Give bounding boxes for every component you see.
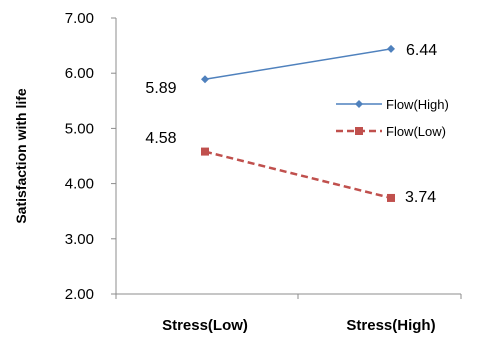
data-label: 6.44 — [406, 42, 437, 59]
y-tick-label: 2.00 — [65, 286, 94, 303]
y-tick-label: 5.00 — [65, 120, 94, 137]
legend-marker — [355, 127, 363, 135]
x-category-labels: Stress(Low) Stress(High) — [162, 317, 436, 334]
series-line — [204, 150, 392, 200]
y-tick-labels: 2.00 3.00 4.00 5.00 6.00 7.00 — [65, 10, 94, 303]
legend: Flow(High) Flow(Low) — [336, 97, 449, 139]
data-labels: 5.89 6.44 4.58 3.74 — [145, 42, 437, 206]
y-tick-label: 3.00 — [65, 231, 94, 248]
data-label: 4.58 — [145, 130, 176, 147]
data-point — [201, 75, 209, 84]
series-line — [204, 48, 392, 81]
data-label: 3.74 — [405, 189, 436, 206]
y-tick-label: 4.00 — [65, 176, 94, 193]
x-category-label: Stress(Low) — [162, 317, 248, 334]
legend-label: Flow(Low) — [386, 124, 446, 139]
series-group — [201, 44, 395, 202]
axes — [111, 17, 462, 299]
data-point — [201, 147, 209, 156]
data-point — [387, 193, 395, 202]
legend-label: Flow(High) — [386, 97, 449, 112]
y-tick-label: 6.00 — [65, 65, 94, 82]
y-tick-label: 7.00 — [65, 10, 94, 27]
data-point — [387, 44, 395, 53]
data-label: 5.89 — [145, 80, 176, 97]
y-axis-label: Satisfaction with life — [13, 88, 29, 224]
legend-marker — [355, 100, 363, 108]
x-category-label: Stress(High) — [346, 317, 435, 334]
